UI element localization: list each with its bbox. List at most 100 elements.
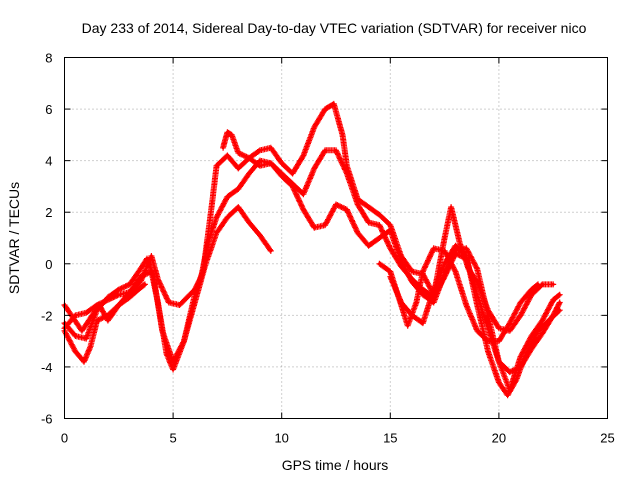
data-point <box>236 205 240 209</box>
data-point <box>301 192 305 196</box>
data-point <box>486 326 490 330</box>
data-point <box>432 246 436 250</box>
data-point <box>367 244 371 248</box>
y-axis-title: SDTVAR / TECUs <box>6 182 22 294</box>
data-point <box>449 205 453 209</box>
data-point <box>301 208 305 212</box>
data-point <box>497 380 501 384</box>
data-point <box>345 208 349 212</box>
data-point <box>377 213 381 217</box>
data-point <box>475 329 479 333</box>
data-point <box>497 339 501 343</box>
data-point <box>258 148 262 152</box>
data-point <box>143 282 147 286</box>
data-point <box>145 257 149 261</box>
data-point <box>523 355 527 359</box>
data-point <box>202 267 205 271</box>
data-point <box>551 298 555 302</box>
data-point <box>117 293 121 297</box>
data-point <box>97 303 101 307</box>
data-point <box>406 324 410 328</box>
data-point <box>414 301 418 304</box>
axis-tick-labels: 0 5 10 15 20 25 -6 -4 -2 0 2 4 6 8 <box>41 51 615 446</box>
data-point <box>475 280 479 284</box>
y-tick-label: 4 <box>45 154 52 169</box>
data-point <box>410 277 414 281</box>
data-point <box>421 270 425 273</box>
y-tick-label: 2 <box>45 205 52 220</box>
data-point <box>345 164 349 168</box>
data-point <box>89 316 93 320</box>
data-point <box>215 164 218 168</box>
data-point <box>540 331 544 335</box>
data-point <box>258 164 262 168</box>
data-point <box>497 326 501 330</box>
data-point <box>323 223 327 227</box>
data-point <box>301 154 305 157</box>
data-point <box>106 319 110 322</box>
series-markers <box>220 100 557 334</box>
data-point <box>128 290 132 294</box>
data-point <box>117 288 121 292</box>
data-point <box>443 249 447 253</box>
data-point <box>334 148 338 152</box>
data-point <box>89 344 93 348</box>
x-axis-title: GPS time / hours <box>282 457 389 473</box>
y-tick-label: -4 <box>41 360 53 375</box>
data-point <box>136 288 140 292</box>
data-point <box>508 370 512 374</box>
data-point <box>464 246 468 250</box>
chart-title: Day 233 of 2014, Sidereal Day-to-day VTE… <box>82 20 587 36</box>
data-point <box>356 197 360 201</box>
data-point <box>367 221 371 224</box>
data-point <box>236 151 240 155</box>
data-point <box>341 133 344 137</box>
data-point <box>167 301 171 304</box>
y-tick-label: 0 <box>45 257 52 272</box>
data-point <box>95 319 99 322</box>
data-point <box>269 249 273 253</box>
data-point <box>332 102 336 106</box>
data-point <box>225 215 229 219</box>
data-point <box>258 159 262 163</box>
data-point <box>443 275 447 279</box>
axis-ticks <box>64 57 608 419</box>
data-point <box>388 246 392 250</box>
data-point <box>182 339 186 343</box>
data-point <box>193 293 197 297</box>
data-point <box>530 293 533 297</box>
data-point <box>280 161 284 165</box>
data-point <box>178 303 182 307</box>
data-point <box>225 154 229 157</box>
data-point <box>149 254 153 258</box>
data-point <box>558 301 562 304</box>
data-point <box>117 303 121 307</box>
data-point <box>458 241 462 245</box>
data-point <box>506 393 510 397</box>
data-point <box>519 313 523 317</box>
data-point <box>128 295 132 299</box>
data-point <box>514 378 518 382</box>
data-point <box>540 319 544 322</box>
series-track-6 <box>387 242 563 399</box>
series-track-7 <box>61 281 148 334</box>
data-point <box>377 236 381 240</box>
data-point <box>280 172 284 175</box>
data-series <box>61 100 563 399</box>
data-point <box>388 270 392 273</box>
data-point <box>540 282 544 286</box>
data-point <box>410 313 414 317</box>
data-point <box>377 223 381 227</box>
y-tick-label: 8 <box>45 51 52 66</box>
x-tick-label: 25 <box>600 431 614 446</box>
data-point <box>443 262 447 266</box>
data-point <box>247 221 251 224</box>
data-point <box>247 172 251 175</box>
data-point <box>323 148 327 152</box>
data-point <box>334 203 338 206</box>
data-point <box>128 282 132 286</box>
data-point <box>71 316 75 320</box>
data-point <box>323 107 327 111</box>
data-point <box>215 215 218 219</box>
data-point <box>356 231 360 235</box>
